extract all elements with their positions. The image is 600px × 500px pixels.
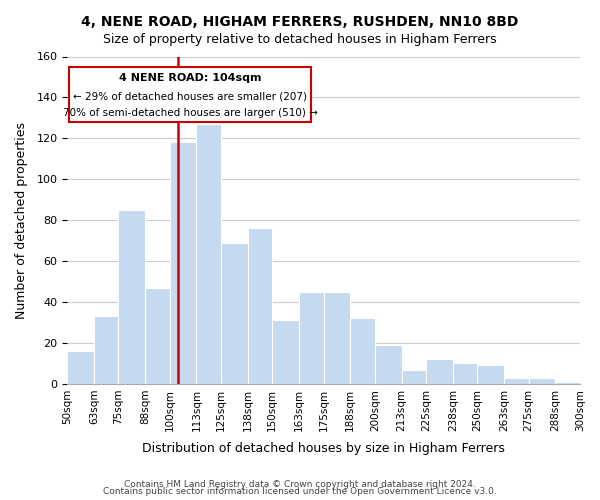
Text: Contains public sector information licensed under the Open Government Licence v3: Contains public sector information licen… bbox=[103, 488, 497, 496]
Bar bbox=[299, 292, 323, 384]
Bar bbox=[401, 370, 426, 384]
Bar bbox=[196, 124, 221, 384]
FancyBboxPatch shape bbox=[69, 66, 311, 122]
Bar bbox=[323, 292, 350, 384]
Bar bbox=[118, 210, 145, 384]
Bar bbox=[453, 364, 478, 384]
Bar bbox=[170, 142, 196, 384]
Text: ← 29% of detached houses are smaller (207): ← 29% of detached houses are smaller (20… bbox=[73, 92, 307, 102]
Bar bbox=[529, 378, 556, 384]
Bar bbox=[478, 366, 504, 384]
Bar bbox=[145, 288, 170, 384]
Bar bbox=[350, 318, 375, 384]
Bar bbox=[375, 345, 401, 384]
Text: 70% of semi-detached houses are larger (510) →: 70% of semi-detached houses are larger (… bbox=[63, 108, 317, 118]
Bar bbox=[504, 378, 529, 384]
Y-axis label: Number of detached properties: Number of detached properties bbox=[15, 122, 28, 318]
Text: 4 NENE ROAD: 104sqm: 4 NENE ROAD: 104sqm bbox=[119, 73, 262, 83]
Text: 4, NENE ROAD, HIGHAM FERRERS, RUSHDEN, NN10 8BD: 4, NENE ROAD, HIGHAM FERRERS, RUSHDEN, N… bbox=[82, 15, 518, 29]
X-axis label: Distribution of detached houses by size in Higham Ferrers: Distribution of detached houses by size … bbox=[142, 442, 505, 455]
Bar bbox=[426, 360, 453, 384]
Bar bbox=[272, 320, 299, 384]
Text: Contains HM Land Registry data © Crown copyright and database right 2024.: Contains HM Land Registry data © Crown c… bbox=[124, 480, 476, 489]
Bar bbox=[248, 228, 272, 384]
Text: Size of property relative to detached houses in Higham Ferrers: Size of property relative to detached ho… bbox=[103, 32, 497, 46]
Bar bbox=[67, 351, 94, 384]
Bar bbox=[94, 316, 118, 384]
Bar bbox=[221, 242, 248, 384]
Bar bbox=[556, 382, 580, 384]
